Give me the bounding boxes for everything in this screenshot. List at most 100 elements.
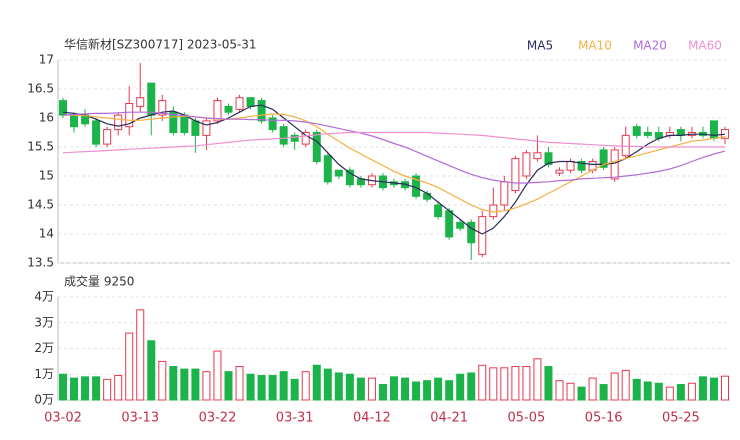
volume-bar	[654, 382, 663, 401]
volume-bar	[59, 373, 67, 401]
x-tick-label: 05-25	[662, 411, 700, 426]
y-tick-label: 16.5	[27, 82, 54, 96]
volume-bar	[301, 371, 310, 401]
candle-body	[103, 129, 112, 145]
volume-bar	[511, 366, 520, 401]
volume-bar	[665, 386, 674, 401]
ma-line	[62, 131, 725, 154]
candle-body	[312, 132, 321, 162]
y-tick-label: 14	[39, 227, 54, 241]
candle-body	[125, 103, 134, 128]
volume-bar	[202, 371, 211, 401]
candle-body	[169, 111, 178, 133]
candle-body	[467, 221, 476, 244]
volume-bar	[401, 377, 410, 401]
volume-bar	[687, 382, 696, 401]
candle-body	[676, 129, 685, 136]
y-tick-label: 14.5	[27, 198, 54, 212]
volume-bar	[566, 382, 575, 401]
volume-bar	[191, 368, 200, 401]
volume-bar	[478, 364, 487, 401]
candle-body	[577, 161, 586, 171]
volume-bar	[257, 375, 266, 401]
volume-bar	[224, 371, 233, 401]
candle-body	[180, 114, 189, 133]
volume-bar	[500, 367, 509, 401]
y-tick-label: 13.5	[27, 256, 54, 270]
x-tick-label: 03-13	[121, 411, 159, 426]
candle-body	[489, 204, 498, 218]
volume-bar	[114, 375, 123, 401]
volume-bar	[312, 364, 321, 401]
candle-body	[555, 169, 564, 174]
candle-body	[445, 210, 454, 238]
volume-bar	[81, 376, 90, 401]
candle-body	[643, 132, 652, 136]
volume-bar	[467, 372, 476, 401]
volume-bar	[522, 366, 531, 401]
volume-bar	[147, 340, 156, 401]
volume-bar	[577, 386, 586, 401]
candle-body	[423, 192, 432, 200]
volume-bar	[533, 358, 542, 401]
candle-body	[158, 100, 167, 116]
candle-body	[566, 161, 575, 171]
candle-body	[92, 120, 101, 145]
volume-bar	[367, 377, 376, 401]
candle-body	[533, 152, 542, 160]
candle-body	[213, 100, 222, 122]
volume-bar	[544, 366, 553, 401]
volume-bar	[721, 375, 729, 401]
candle-body	[522, 152, 531, 177]
x-tick-label: 05-05	[508, 411, 546, 426]
candle-body	[136, 97, 145, 107]
volume-bar	[599, 384, 608, 401]
volume-bar	[136, 309, 145, 401]
volume-bar	[268, 375, 277, 401]
y-tick-label: 0万	[34, 393, 54, 407]
candle-body	[456, 221, 465, 229]
volume-bar	[632, 378, 641, 401]
y-tick-label: 17	[39, 53, 54, 67]
candle-body	[224, 105, 233, 113]
volume-bar	[103, 378, 112, 401]
volume-bar	[412, 381, 421, 401]
candle-body	[511, 158, 520, 192]
candle-body	[500, 181, 509, 206]
volume-bar	[445, 380, 454, 401]
ma-line	[62, 111, 726, 184]
candle-body	[621, 134, 630, 157]
x-tick-label: 05-16	[585, 411, 623, 426]
volume-bar	[235, 366, 244, 401]
x-tick-label: 03-31	[276, 411, 314, 426]
volume-bar	[334, 372, 343, 401]
legend-label: MA60	[688, 39, 722, 53]
x-tick-label: 03-22	[199, 411, 237, 426]
legend-label: MA20	[633, 39, 667, 53]
candle-body	[632, 126, 641, 136]
candle-body	[147, 82, 156, 116]
volume-bar	[279, 371, 288, 401]
candle-body	[610, 149, 619, 180]
y-tick-label: 2万	[34, 341, 54, 355]
volume-bar	[290, 378, 299, 401]
volume-bar	[92, 376, 101, 401]
candle-body	[434, 204, 443, 218]
legend-label: MA10	[578, 39, 612, 53]
volume-bar	[643, 381, 652, 401]
candle-body	[114, 114, 123, 131]
candle-body	[599, 149, 608, 168]
volume-bar	[610, 372, 619, 401]
candle-body	[235, 97, 244, 110]
candle-body	[478, 216, 487, 255]
x-tick-label: 04-21	[430, 411, 468, 426]
candle-body	[301, 132, 310, 145]
volume-bar	[169, 366, 178, 401]
candle-body	[544, 152, 553, 165]
candle-body	[323, 155, 332, 183]
volume-bar	[588, 377, 597, 401]
candle-body	[345, 169, 354, 186]
candle-body	[334, 169, 343, 177]
chart-title: 华信新材[SZ300717] 2023-05-31	[64, 37, 257, 52]
